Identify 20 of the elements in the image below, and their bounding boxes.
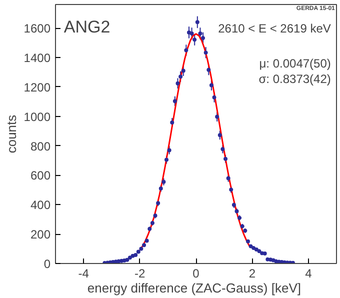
y-tick-label: 400 [30, 198, 51, 212]
y-tick-label: 200 [30, 228, 51, 242]
x-axis-title: energy difference (ZAC-Gauss) [keV] [87, 280, 302, 296]
y-tick-label: 0 [44, 257, 51, 271]
x-tick-label: 4 [305, 266, 312, 280]
x-tick-label: 0 [192, 266, 200, 280]
y-tick-label: 1200 [24, 80, 51, 94]
annotation: σ: 0.8373(42) [258, 72, 331, 86]
annotation: μ: 0.0047(50) [259, 56, 331, 70]
x-tick-label: -4 [78, 266, 90, 280]
y-tick-label: 1600 [24, 22, 51, 36]
y-tick-label: 1000 [24, 110, 51, 124]
y-tick-label: 800 [30, 139, 51, 154]
y-tick-label: 600 [30, 168, 51, 183]
y-axis-title: counts [4, 114, 19, 154]
annotation: 2610 < E < 2619 keV [218, 21, 331, 36]
y-tick-label: 1400 [24, 50, 51, 65]
x-tick-label: -2 [134, 266, 146, 280]
x-tick-label: 2 [248, 266, 256, 280]
annotation: ANG2 [64, 17, 110, 36]
